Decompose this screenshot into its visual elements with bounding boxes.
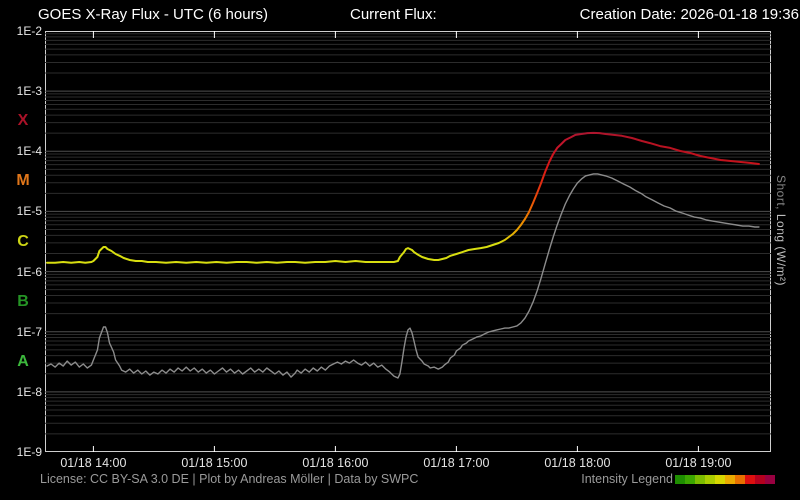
y-tick-label: 1E-3 [16, 84, 42, 99]
flare-class-C: C [17, 232, 29, 250]
flare-class-A: A [17, 352, 29, 370]
y-tick-label: 1E-7 [16, 324, 42, 339]
x-tick-label: 01/18 14:00 [60, 456, 127, 470]
flare-class-M: M [16, 172, 30, 190]
xray-flux-chart-svg [45, 31, 771, 452]
current-flux-label: Current Flux: [350, 6, 437, 23]
y-tick-label: 1E-9 [16, 445, 42, 459]
right-axis-label: Short, Long (W/m²) [774, 175, 788, 375]
title-bar: GOES X-Ray Flux - UTC (6 hours) Current … [0, 0, 800, 26]
long-channel-curve [46, 131, 760, 264]
legend-color-block [725, 474, 735, 484]
creation-date: Creation Date: 2026-01-18 19:36 [579, 6, 799, 23]
xray-flux-plot-area [45, 31, 771, 452]
legend-color-block [755, 474, 765, 484]
short-channel-label: Short, [774, 175, 788, 211]
flare-class-B: B [17, 292, 29, 310]
y-tick-label: 1E-8 [16, 384, 42, 399]
short-channel-curve [46, 173, 760, 379]
legend-color-block [745, 474, 755, 484]
y-tick-label: 1E-4 [16, 144, 42, 159]
legend-color-block [695, 474, 705, 484]
x-tick-label: 01/18 18:00 [544, 456, 611, 470]
x-tick-label: 01/18 17:00 [423, 456, 490, 470]
long-channel-label: Long (W/m²) [774, 210, 788, 287]
legend-color-block [675, 474, 685, 484]
legend-color-block [685, 474, 695, 484]
x-tick-label: 01/18 15:00 [181, 456, 248, 470]
intensity-legend: Intensity Legend [581, 472, 775, 486]
intensity-gradient-bar [675, 474, 775, 484]
legend-color-block [705, 474, 715, 484]
x-tick-label: 01/18 19:00 [665, 456, 732, 470]
y-tick-label: 1E-2 [16, 24, 42, 38]
license-text: License: CC BY-SA 3.0 DE | Plot by Andre… [40, 472, 419, 486]
legend-color-block [735, 474, 745, 484]
y-tick-label: 1E-6 [16, 264, 42, 279]
x-tick-label: 01/18 16:00 [302, 456, 369, 470]
intensity-legend-label: Intensity Legend [581, 472, 673, 486]
legend-color-block [765, 474, 775, 484]
flare-class-X: X [17, 112, 29, 130]
legend-color-block [715, 474, 725, 484]
y-tick-label: 1E-5 [16, 204, 42, 219]
chart-title: GOES X-Ray Flux - UTC (6 hours) [38, 6, 269, 23]
